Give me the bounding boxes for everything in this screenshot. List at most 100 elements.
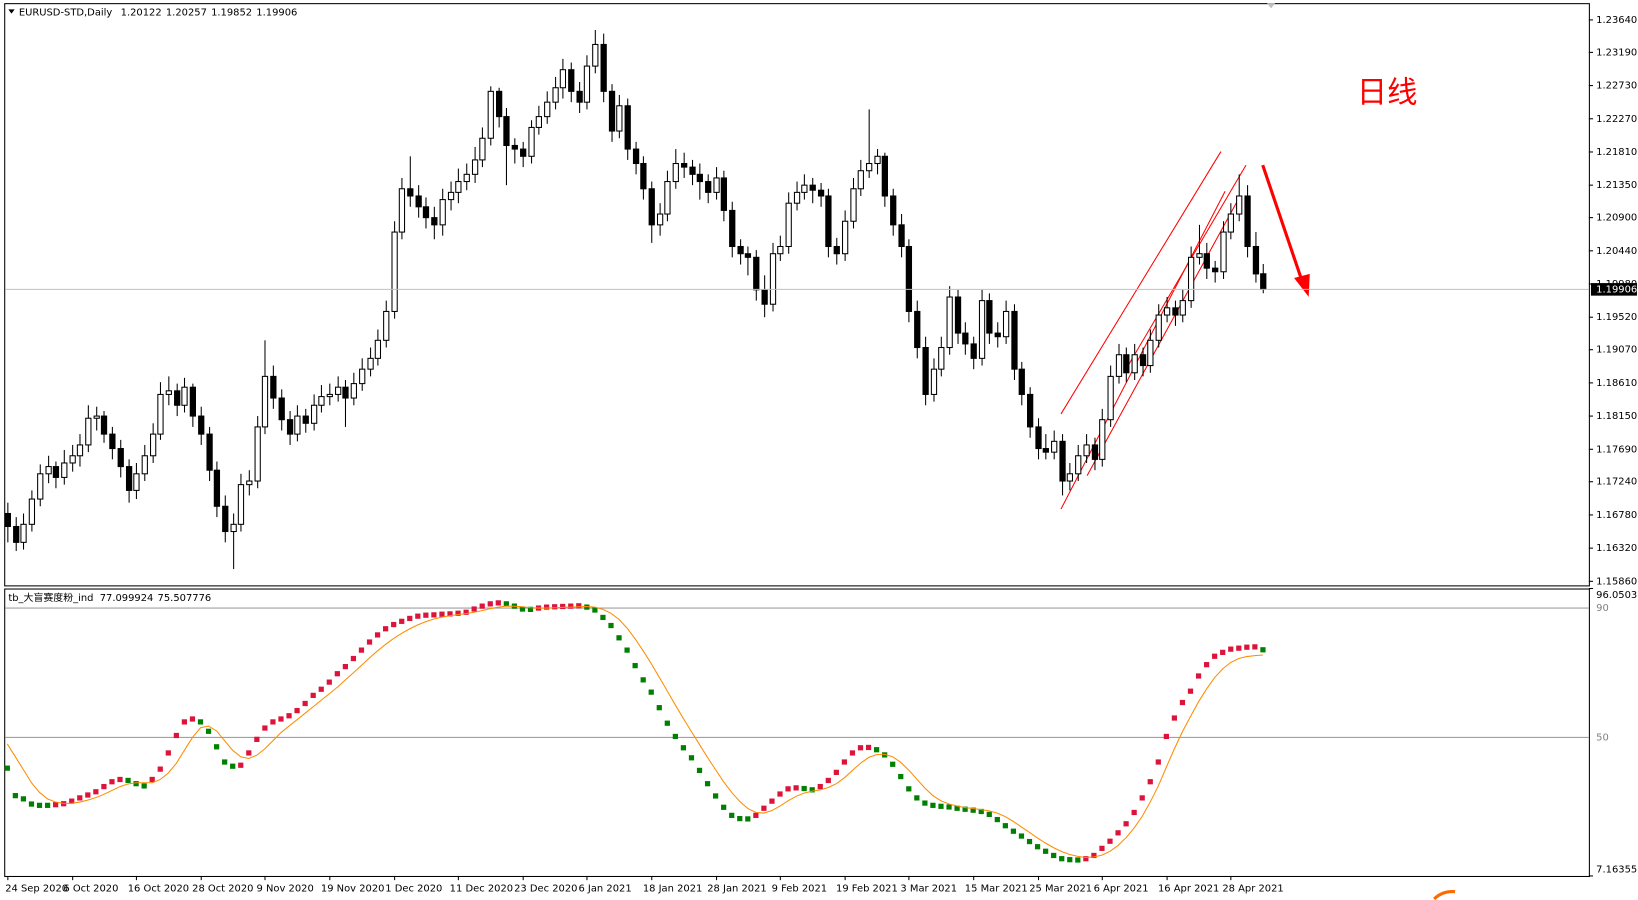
indicator-dot (350, 655, 357, 662)
indicator-dot (1043, 848, 1049, 854)
candle-body (230, 523, 237, 533)
indicator-dot (342, 663, 348, 670)
y-tick-label: 1.16780 (1596, 510, 1637, 521)
x-tick-label: 25 Mar 2021 (1029, 884, 1092, 895)
candle-body (222, 505, 229, 533)
candle-body (374, 339, 382, 359)
x-tick-label: 6 Jan 2021 (578, 884, 631, 895)
indicator-dot (1075, 857, 1081, 863)
candle-body (471, 159, 479, 175)
chart-header: EURUSD-STD,Daily 1.20122 1.20257 1.19852 1.1… (19, 8, 297, 19)
y-tick-label: 96.050355 (1596, 590, 1638, 601)
indicator-dot (849, 750, 856, 756)
indicator-dot (77, 795, 83, 801)
indicator-dot (560, 603, 566, 610)
indicator-dot (302, 700, 308, 707)
candle-body (705, 181, 712, 193)
candle-body (753, 256, 760, 291)
indicator-panel-frame (4, 588, 1590, 878)
indicator-dot (1212, 653, 1218, 659)
candle-body (302, 415, 309, 424)
candle-body (1011, 310, 1018, 370)
indicator-dot (721, 804, 727, 810)
indicator-dot (1163, 733, 1169, 740)
candle-body (383, 310, 390, 341)
candle-body (1236, 195, 1243, 215)
candle-body (890, 195, 897, 226)
indicator-dot (326, 679, 332, 685)
candle-body (1123, 354, 1130, 374)
y-tick-label: 1.23640 (1596, 15, 1637, 26)
indicator-dot (1179, 699, 1186, 706)
y-tick-label: 1.19520 (1596, 312, 1637, 323)
indicator-dot (286, 713, 292, 719)
y-tick-label: 90 (1596, 603, 1609, 614)
x-tick-label: 16 Apr 2021 (1158, 884, 1219, 895)
candle-body (592, 43, 599, 67)
candle-body (237, 484, 245, 525)
indicator-dot (181, 719, 188, 725)
chart-title: EURUSD-STD,Daily (19, 8, 113, 19)
candle-body (213, 469, 221, 507)
candle-body (696, 173, 703, 183)
indicator-dot (608, 622, 614, 629)
candle-body (1107, 375, 1114, 421)
candle-body (447, 191, 455, 201)
arrow-shaft (1261, 164, 1304, 283)
indicator-dot (994, 816, 1000, 823)
candle-body (898, 224, 905, 248)
candle-body (785, 202, 792, 248)
indicator-dot (833, 769, 839, 775)
indicator-dot (1018, 833, 1025, 839)
indicator-dot (1187, 688, 1194, 694)
indicator-dot (1220, 649, 1226, 655)
candle-body (1196, 253, 1203, 258)
candle-body (487, 90, 494, 139)
candle-body (817, 189, 825, 197)
indicator-dot (36, 802, 43, 808)
candle-body (439, 199, 446, 226)
candle-body (422, 206, 430, 219)
candle-body (689, 166, 696, 175)
candle-body (850, 188, 857, 222)
indicator-dot (922, 800, 928, 806)
candle-body (109, 433, 116, 450)
candle-body (656, 213, 664, 226)
candle-body (359, 368, 366, 385)
y-tick-label: 1.22270 (1596, 114, 1637, 125)
indicator-dot (12, 793, 18, 799)
candle-body (608, 90, 616, 132)
candle-body (841, 220, 849, 255)
candle-body (616, 105, 623, 132)
candle-body (866, 162, 873, 172)
trend-line (1060, 151, 1222, 415)
y-tick-label: 50 (1596, 732, 1609, 743)
candle-body (69, 455, 76, 464)
y-tick-label: 1.20440 (1596, 246, 1637, 257)
indicator-dot (197, 719, 204, 725)
indicator-dot (487, 601, 493, 607)
annotation: 日线 (1357, 76, 1418, 111)
candle-body (1203, 253, 1210, 269)
candle-body (520, 148, 527, 157)
candle-body (125, 466, 133, 491)
indicator-dot (592, 607, 598, 613)
candle-body (1035, 426, 1042, 450)
indicator-dot (254, 736, 260, 742)
indicator-dot (785, 786, 791, 792)
candle-body (946, 296, 953, 349)
indicator-dot (415, 613, 421, 619)
indicator-dot (1002, 823, 1008, 829)
candle-body (1260, 273, 1267, 290)
candle-body (737, 245, 744, 255)
candle-body (1155, 314, 1162, 341)
indicator-dot (1236, 645, 1242, 651)
candle-body (350, 383, 357, 399)
candle-body (261, 375, 269, 428)
x-tick-label: 24 Sep 2020 (5, 884, 68, 895)
candle-body (52, 466, 60, 478)
indicator-dot (519, 606, 526, 612)
candle-body (100, 415, 108, 435)
indicator-dot (704, 781, 711, 787)
